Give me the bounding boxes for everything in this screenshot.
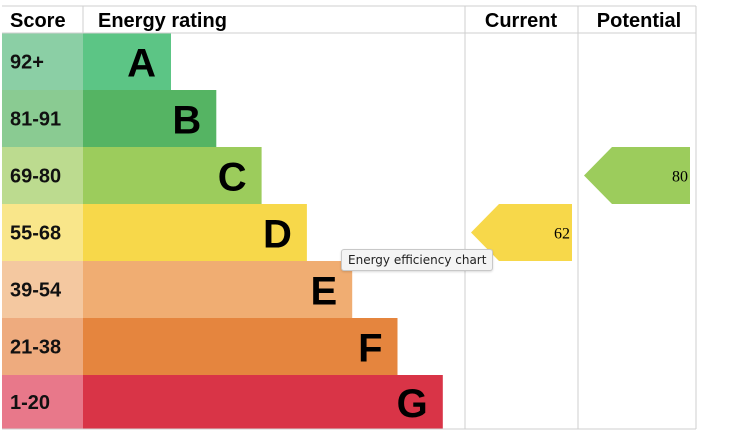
potential-rating-arrow [584,147,690,204]
rating-bar-g [83,375,443,429]
header-energy-rating: Energy rating [98,10,227,32]
header-potential: Potential [597,10,681,32]
score-cell-f [2,318,83,375]
header-score: Score [10,10,66,32]
rating-letter-f: F [358,327,382,371]
score-cell-e [2,261,83,318]
score-cell-g [2,375,83,429]
score-range-g: 1-20 [10,392,50,414]
rating-letter-e: E [311,270,338,314]
rating-letter-a: A [127,42,156,86]
potential-rating-value: 80 [672,169,688,186]
score-range-b: 81-91 [10,109,61,131]
score-range-f: 21-38 [10,337,61,359]
score-range-a: 92+ [10,52,44,74]
score-range-c: 69-80 [10,166,61,188]
score-range-e: 39-54 [10,280,62,302]
score-cell-b [2,90,83,147]
current-rating-arrow [471,204,572,261]
rating-bar-c [83,147,262,204]
header-current: Current [485,10,558,32]
rating-bar-a [83,33,171,90]
rating-letter-g: G [397,382,428,426]
current-rating-value: 62 [554,226,570,243]
rating-bar-d [83,204,307,261]
score-range-d: 55-68 [10,223,61,245]
rating-bar-f [83,318,398,375]
rating-bar-b [83,90,217,147]
rating-bar-e [83,261,353,318]
score-cell-c [2,147,83,204]
rating-letter-b: B [172,99,201,143]
rating-letter-c: C [218,156,247,200]
rating-letter-d: D [263,213,292,257]
score-cell-a [2,33,83,90]
chart-tooltip: Energy efficiency chart [341,249,494,271]
score-cell-d [2,204,83,261]
